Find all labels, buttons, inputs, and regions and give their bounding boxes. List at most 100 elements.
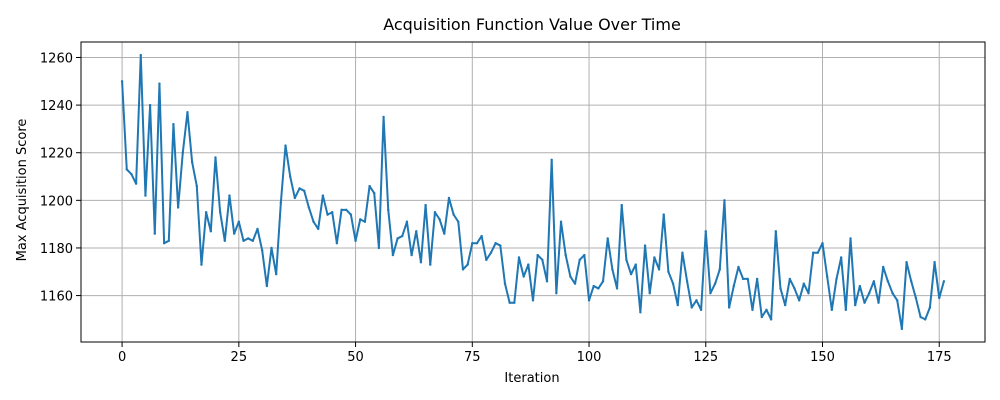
data-point — [307, 206, 311, 209]
data-point — [214, 156, 217, 159]
data-point — [830, 308, 834, 312]
grid — [81, 42, 985, 342]
data-point — [265, 284, 269, 288]
data-point — [699, 308, 703, 312]
data-point — [545, 280, 549, 283]
data-point — [120, 80, 124, 83]
data-point — [232, 232, 236, 235]
data-point — [793, 287, 796, 290]
data-point — [443, 232, 446, 235]
data-point — [662, 213, 665, 216]
data-point — [279, 201, 283, 204]
data-point — [298, 187, 301, 190]
data-point — [914, 296, 918, 300]
data-point — [363, 220, 367, 223]
data-point — [485, 258, 488, 262]
x-tick-label: 25 — [231, 350, 248, 365]
data-point — [536, 253, 539, 257]
data-point — [587, 299, 591, 302]
data-point — [471, 241, 474, 245]
y-tick-label: 1200 — [40, 194, 73, 209]
data-point — [746, 277, 749, 281]
data-point — [246, 237, 250, 240]
data-point — [447, 196, 451, 200]
data-point — [788, 277, 792, 281]
plot-frame — [80, 41, 986, 343]
data-point — [657, 268, 661, 271]
data-point — [611, 268, 614, 271]
data-point — [541, 258, 544, 262]
data-point — [550, 158, 553, 162]
data-point — [130, 172, 133, 176]
x-tick-label: 150 — [810, 350, 835, 365]
data-point — [639, 311, 642, 314]
data-point — [415, 230, 418, 233]
data-point — [401, 234, 404, 238]
data-point — [288, 175, 292, 178]
data-point — [377, 246, 381, 250]
data-point — [204, 211, 208, 214]
data-point — [172, 122, 175, 126]
data-point — [237, 220, 241, 223]
data-point — [938, 296, 941, 300]
data-point — [928, 306, 932, 309]
data-point — [340, 208, 343, 212]
data-point — [802, 282, 806, 285]
data-point — [681, 251, 684, 254]
data-point — [387, 208, 390, 212]
data-point — [349, 213, 353, 216]
data-point — [709, 291, 712, 295]
data-point — [900, 327, 904, 331]
data-point — [821, 241, 824, 245]
data-point — [522, 275, 525, 278]
data-point — [559, 220, 563, 223]
y-axis: 1160 1180 1200 1220 1240 1260 — [40, 51, 81, 305]
data-point — [620, 203, 623, 207]
data-point — [573, 282, 577, 285]
data-point — [695, 299, 698, 302]
data-point — [718, 268, 721, 271]
data-point — [148, 103, 152, 107]
data-point — [452, 213, 455, 216]
data-point — [335, 241, 339, 245]
data-point — [303, 189, 306, 193]
data-point — [835, 277, 838, 281]
data-point — [354, 239, 357, 243]
data-point — [457, 220, 460, 223]
data-point — [877, 301, 880, 304]
y-tick-label: 1260 — [40, 51, 73, 66]
data-point — [429, 263, 432, 266]
data-point — [223, 239, 227, 243]
data-point — [167, 239, 170, 243]
data-point — [359, 218, 362, 221]
data-point — [480, 234, 483, 238]
data-point — [910, 280, 913, 283]
data-point — [839, 256, 843, 259]
data-point — [779, 287, 782, 290]
data-point — [424, 203, 427, 207]
data-point — [755, 277, 759, 281]
data-point — [326, 213, 329, 216]
x-tick-label: 125 — [693, 350, 718, 365]
data-point — [527, 263, 530, 266]
data-point — [891, 291, 894, 295]
data-point — [508, 301, 511, 304]
data-point — [844, 308, 848, 312]
data-point — [499, 244, 502, 247]
data-point — [475, 241, 479, 245]
data-point — [597, 287, 600, 290]
data-point — [466, 263, 469, 266]
x-axis-title: Iteration — [504, 371, 559, 386]
data-point — [751, 308, 754, 312]
data-point — [139, 53, 142, 57]
data-point — [158, 82, 161, 85]
data-point — [125, 168, 128, 171]
y-tick-label: 1220 — [40, 147, 73, 162]
data-point — [284, 144, 287, 147]
data-point — [849, 237, 852, 240]
data-point — [531, 299, 535, 302]
data-point — [583, 253, 586, 257]
data-point — [321, 194, 325, 197]
data-point — [218, 211, 222, 214]
data-point — [886, 280, 890, 283]
